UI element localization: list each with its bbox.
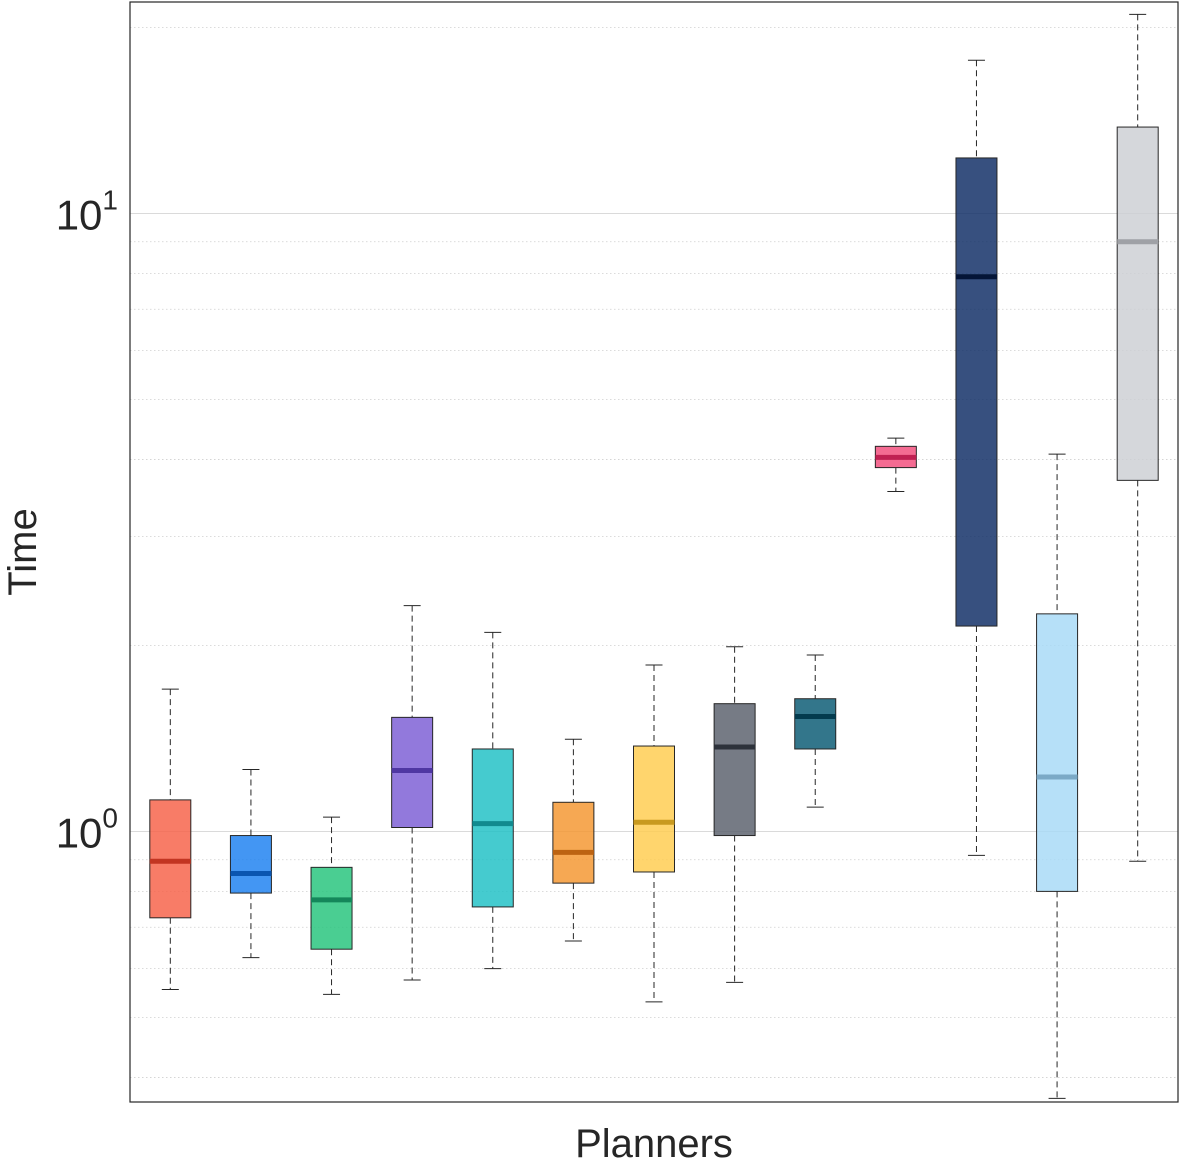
y-tick-exponent: 1 — [102, 185, 118, 216]
iqr-box — [1036, 613, 1079, 892]
iqr-box — [471, 748, 514, 908]
y-tick-exponent: 0 — [102, 803, 118, 834]
iqr-box — [713, 703, 756, 837]
y-axis-label: Time — [1, 508, 45, 595]
box-plot-item — [229, 768, 272, 959]
box-plot-item — [794, 654, 837, 808]
iqr-box — [794, 698, 837, 750]
box-plot-item — [310, 816, 353, 995]
iqr-box — [633, 745, 675, 873]
y-tick-base: 10 — [56, 192, 103, 239]
box-plot-item — [713, 646, 756, 983]
y-tick-base: 10 — [56, 810, 103, 857]
box-plot-item — [633, 664, 675, 1003]
plot-area-border — [129, 1, 1179, 1103]
x-axis-label: Planners — [575, 1122, 733, 1162]
iqr-box — [310, 866, 353, 950]
box-plot-item — [391, 605, 434, 981]
iqr-box — [955, 157, 998, 627]
box-plot-item — [955, 59, 998, 856]
boxes — [149, 13, 1159, 1099]
box-plot-item — [149, 688, 192, 991]
y-tick-label: 101 — [56, 185, 118, 239]
iqr-box — [1116, 126, 1159, 481]
plot-area-background — [130, 2, 1178, 1102]
box-plot-item — [1036, 453, 1079, 1099]
iqr-box — [552, 801, 595, 884]
box-plot-item — [874, 437, 917, 492]
iqr-box — [229, 835, 272, 894]
y-tick-label: 100 — [56, 803, 118, 857]
box-plot-item — [552, 738, 595, 942]
box-plot-item — [471, 631, 514, 970]
box-plot-item — [1116, 13, 1159, 862]
